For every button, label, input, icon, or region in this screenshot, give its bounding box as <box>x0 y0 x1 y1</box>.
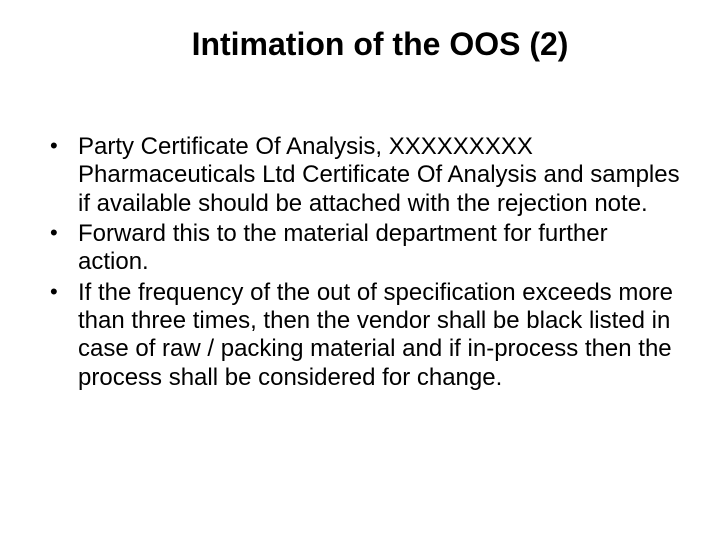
bullet-marker: • <box>50 220 78 246</box>
bullet-text: If the frequency of the out of specifica… <box>78 279 680 392</box>
list-item: • Forward this to the material departmen… <box>50 220 680 277</box>
slide-title: Intimation of the OOS (2) <box>40 26 680 63</box>
bullet-list: • Party Certificate Of Analysis, XXXXXXX… <box>40 133 680 392</box>
bullet-marker: • <box>50 133 78 159</box>
list-item: • If the frequency of the out of specifi… <box>50 279 680 392</box>
bullet-text: Party Certificate Of Analysis, XXXXXXXXX… <box>78 133 680 218</box>
bullet-marker: • <box>50 279 78 305</box>
slide: Intimation of the OOS (2) • Party Certif… <box>0 0 720 540</box>
bullet-text: Forward this to the material department … <box>78 220 680 277</box>
list-item: • Party Certificate Of Analysis, XXXXXXX… <box>50 133 680 218</box>
